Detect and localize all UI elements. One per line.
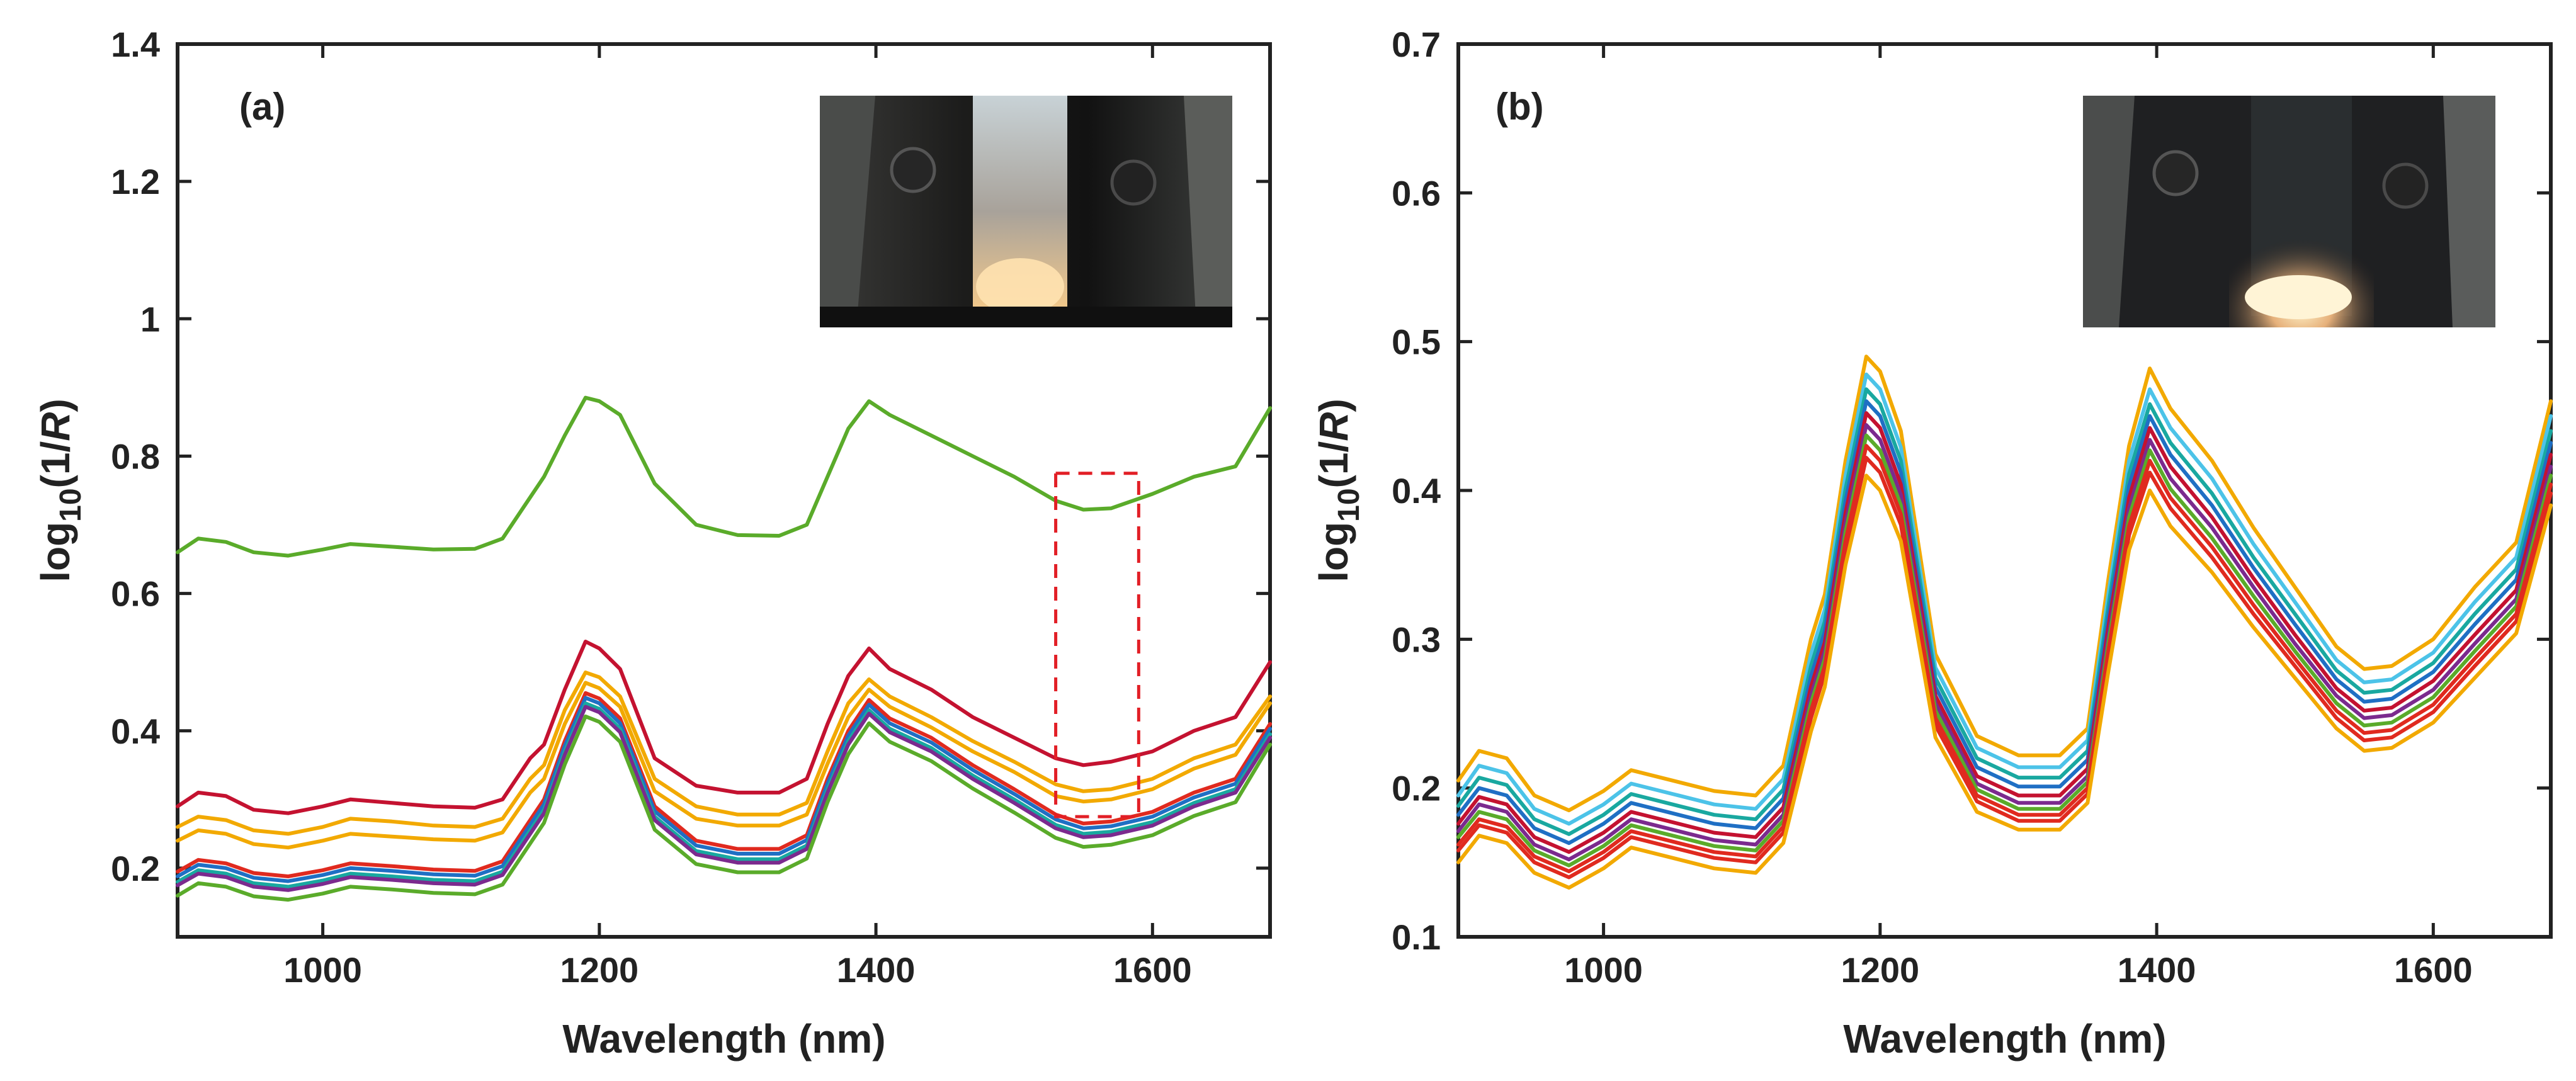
- x-axis-label-b: Wavelength (nm): [1843, 1016, 2166, 1061]
- x-tick-label-a-1000: 1000: [283, 950, 362, 990]
- x-tick-label-a-1600: 1600: [1113, 950, 1192, 990]
- x-tick-labels-b: 1000 1200 1400 1600: [1564, 950, 2472, 990]
- y-axis-label-b: log10(1/R): [1311, 399, 1366, 582]
- x-tick-label-b-1600: 1600: [2394, 950, 2473, 990]
- y-tick-label-b-0.5: 0.5: [1392, 322, 1441, 362]
- panel-label-b: (b): [1495, 86, 1544, 128]
- x-tick-label-b-1400: 1400: [2118, 950, 2196, 990]
- y-tick-label-b-0.2: 0.2: [1392, 769, 1441, 808]
- x-tick-label-b-1200: 1200: [1841, 950, 1920, 990]
- y-label-close-a: ): [33, 399, 78, 412]
- y-tick-label-a-0.4: 0.4: [111, 711, 160, 751]
- figure: 0.2 0.4 0.6 0.8 1 1.2 1.4 1000 1200 1400 1600 (a)…: [0, 0, 2576, 1081]
- y-label-r-b: R: [1311, 412, 1356, 441]
- y-label-log-a: log: [33, 522, 78, 582]
- y-tick-label-a-1.4: 1.4: [111, 25, 160, 64]
- y-label-log-b: log: [1311, 522, 1356, 582]
- y-tick-label-a-0.8: 0.8: [111, 436, 160, 476]
- x-tick-label-a-1400: 1400: [837, 950, 916, 990]
- y-tick-labels-b: 0.1 0.2 0.3 0.4 0.5 0.6 0.7: [1392, 25, 1441, 957]
- x-tick-label-b-1000: 1000: [1564, 950, 1643, 990]
- y-tick-label-b-0.3: 0.3: [1392, 620, 1441, 659]
- y-tick-labels-a: 0.2 0.4 0.6 0.8 1 1.2 1.4: [111, 25, 160, 888]
- inset-photo-a: [820, 96, 1232, 327]
- x-axis-label-a: Wavelength (nm): [562, 1016, 885, 1061]
- x-tick-labels-a: 1000 1200 1400 1600: [283, 950, 1191, 990]
- y-tick-label-b-0.7: 0.7: [1392, 25, 1441, 64]
- y-label-rest-a: (1/: [33, 441, 78, 489]
- y-tick-label-b-0.4: 0.4: [1392, 471, 1441, 511]
- y-tick-label-b-0.1: 0.1: [1392, 917, 1441, 957]
- y-axis-label-a: log10(1/R): [33, 399, 88, 582]
- y-label-r-a: R: [33, 412, 78, 441]
- y-tick-label-a-1: 1: [140, 299, 160, 339]
- panel-b: 0.1 0.2 0.3 0.4 0.5 0.6 0.7 1000 1200 1400 1600 (…: [1311, 25, 2551, 1061]
- panel-label-a: (a): [239, 86, 285, 128]
- y-label-close-b: ): [1311, 399, 1356, 412]
- y-tick-label-a-0.6: 0.6: [111, 574, 160, 614]
- y-tick-label-b-0.6: 0.6: [1392, 173, 1441, 213]
- y-label-sub-a: 10: [54, 488, 88, 521]
- y-tick-label-a-0.2: 0.2: [111, 849, 160, 888]
- x-tick-label-a-1200: 1200: [560, 950, 639, 990]
- panel-a: 0.2 0.4 0.6 0.8 1 1.2 1.4 1000 1200 1400 1600 (a)…: [33, 25, 1270, 1061]
- inset-photo-b: [2083, 96, 2495, 327]
- y-tick-label-a-1.2: 1.2: [111, 162, 160, 201]
- y-label-sub-b: 10: [1332, 488, 1366, 521]
- y-label-rest-b: (1/: [1311, 441, 1356, 489]
